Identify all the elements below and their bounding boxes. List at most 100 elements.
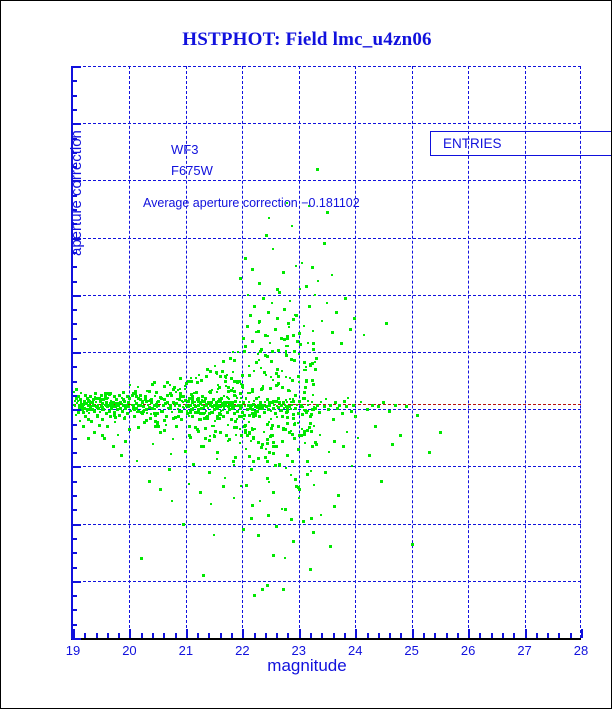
data-point <box>197 373 200 376</box>
data-point <box>297 433 301 437</box>
data-point <box>239 415 243 419</box>
data-point <box>202 445 206 449</box>
data-point <box>204 412 207 415</box>
data-point <box>107 409 111 413</box>
data-point <box>230 418 234 422</box>
x-tick-label: 28 <box>573 643 589 658</box>
data-point <box>272 403 275 406</box>
x-tick-minor <box>140 633 143 638</box>
data-point <box>241 385 244 388</box>
data-point <box>224 403 228 407</box>
data-point <box>122 391 126 395</box>
data-point <box>82 403 86 407</box>
data-point <box>166 380 170 384</box>
x-tick-minor <box>445 633 448 638</box>
data-point <box>283 406 286 409</box>
data-point <box>184 398 188 402</box>
data-point <box>258 282 262 286</box>
data-point <box>215 416 219 420</box>
data-point <box>115 402 119 406</box>
data-point <box>297 485 301 489</box>
x-tick-minor <box>219 633 222 638</box>
data-point <box>313 360 316 363</box>
data-point <box>256 456 260 460</box>
data-point <box>284 404 288 408</box>
data-point <box>290 518 294 522</box>
data-point <box>203 426 207 430</box>
data-point <box>123 415 126 418</box>
data-point <box>208 389 212 393</box>
data-point <box>144 419 148 423</box>
data-point <box>304 379 308 383</box>
data-point <box>208 403 212 407</box>
data-point <box>399 433 403 437</box>
data-point <box>256 353 259 356</box>
x-tick-minor <box>366 633 369 638</box>
data-point <box>279 465 282 468</box>
data-point <box>295 403 298 406</box>
data-point <box>267 481 270 484</box>
data-point <box>311 531 315 535</box>
data-point <box>292 539 296 543</box>
data-point <box>233 426 237 430</box>
data-point <box>202 399 206 403</box>
data-point <box>319 433 322 436</box>
data-point <box>225 411 229 415</box>
data-point <box>304 285 308 289</box>
data-point <box>291 333 295 337</box>
data-point <box>223 476 226 479</box>
y-tick-minor <box>72 394 77 397</box>
data-point <box>382 401 386 405</box>
data-point <box>268 421 271 424</box>
x-tick-major <box>185 629 188 638</box>
data-point <box>263 401 266 404</box>
data-point <box>251 402 255 406</box>
data-point <box>241 383 245 387</box>
data-point <box>294 265 297 268</box>
data-point <box>174 416 178 420</box>
data-point <box>159 488 163 492</box>
data-point <box>351 403 355 407</box>
data-point <box>279 403 283 407</box>
data-point <box>257 358 260 361</box>
data-point <box>127 428 131 432</box>
data-point <box>136 426 140 430</box>
data-point <box>174 402 177 405</box>
data-point <box>268 216 271 219</box>
data-point <box>240 397 243 400</box>
data-point <box>295 314 299 318</box>
data-point <box>94 392 97 396</box>
data-point <box>183 449 187 453</box>
data-point <box>164 423 167 426</box>
y-tick-major <box>72 638 81 640</box>
data-point <box>281 439 285 443</box>
data-point <box>178 377 182 381</box>
data-point <box>353 316 357 320</box>
data-point <box>277 382 281 386</box>
data-point <box>277 463 281 467</box>
data-point <box>175 398 178 401</box>
data-point <box>101 398 105 402</box>
gridline-horizontal <box>73 409 581 411</box>
data-point <box>251 387 255 391</box>
y-axis-title: aperture correction <box>68 130 85 256</box>
data-point <box>179 410 183 414</box>
data-point <box>150 383 154 387</box>
data-point <box>329 403 333 407</box>
data-point <box>89 402 92 405</box>
x-tick-minor <box>174 633 177 638</box>
data-point <box>243 431 247 435</box>
data-point <box>252 594 256 598</box>
data-point <box>85 408 89 412</box>
data-point <box>97 403 100 406</box>
data-point <box>189 379 193 383</box>
data-point <box>233 455 237 459</box>
data-point <box>291 318 295 322</box>
x-tick-minor <box>84 633 87 638</box>
data-point <box>110 401 114 405</box>
data-point <box>193 392 196 395</box>
data-point <box>286 335 290 339</box>
data-point <box>315 167 319 171</box>
data-point <box>180 418 184 422</box>
data-point <box>259 367 262 370</box>
